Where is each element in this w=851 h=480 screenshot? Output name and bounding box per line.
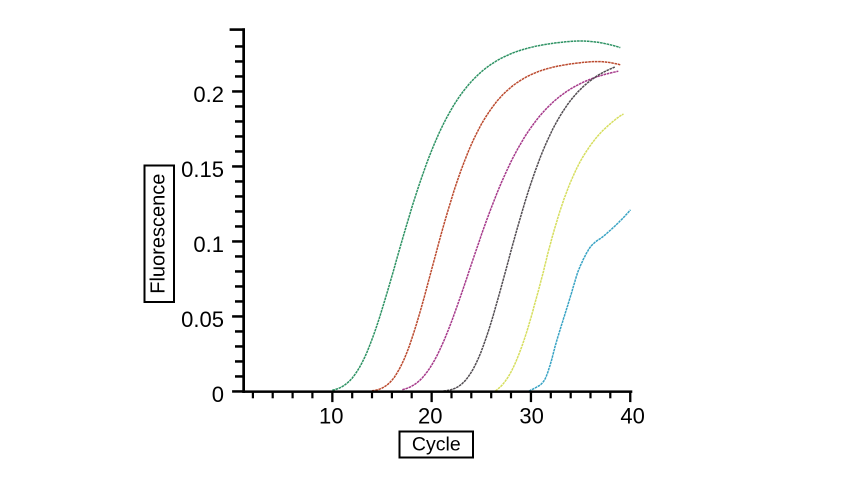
svg-text:0.1: 0.1 [193, 232, 224, 257]
svg-text:40: 40 [620, 404, 644, 429]
svg-text:0.15: 0.15 [181, 157, 224, 182]
svg-text:Fluorescence: Fluorescence [148, 174, 170, 294]
svg-text:10: 10 [319, 404, 343, 429]
svg-text:0: 0 [212, 382, 224, 407]
svg-text:20: 20 [418, 404, 442, 429]
svg-text:0.2: 0.2 [193, 82, 224, 107]
svg-text:30: 30 [519, 404, 543, 429]
svg-text:Cycle: Cycle [412, 434, 461, 456]
svg-text:0.05: 0.05 [181, 307, 224, 332]
